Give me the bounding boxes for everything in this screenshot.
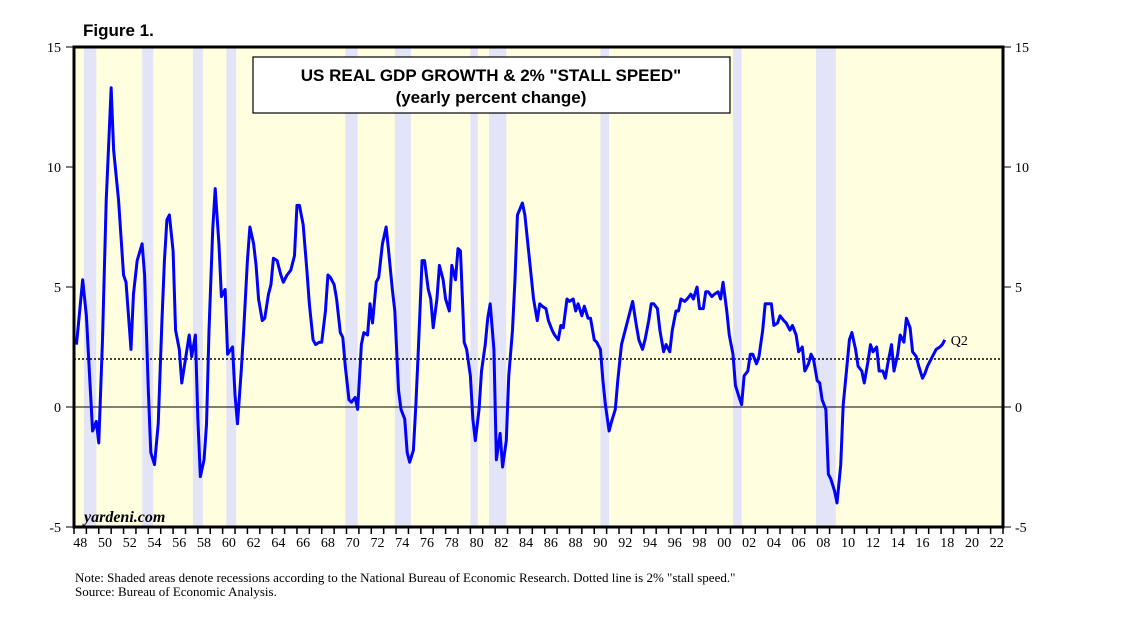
figure-label: Figure 1. bbox=[83, 21, 154, 40]
x-tick-label: 72 bbox=[370, 536, 384, 551]
x-tick-label: 86 bbox=[544, 536, 558, 551]
x-tick-label: 48 bbox=[73, 536, 87, 551]
watermark: yardeni.com bbox=[82, 509, 165, 526]
source-text: Source: Bureau of Economic Analysis. bbox=[75, 584, 277, 599]
x-tick-label: 92 bbox=[618, 536, 632, 551]
y-tick-label-left: 10 bbox=[47, 161, 61, 176]
recession-band bbox=[345, 47, 358, 527]
x-tick-label: 94 bbox=[643, 536, 657, 551]
y-tick-label-right: -5 bbox=[1015, 521, 1027, 536]
x-tick-label: 78 bbox=[445, 536, 459, 551]
chart-title: US REAL GDP GROWTH & 2% "STALL SPEED" bbox=[301, 66, 681, 85]
recession-band bbox=[226, 47, 237, 527]
x-tick-label: 82 bbox=[494, 536, 508, 551]
x-tick-label: 20 bbox=[965, 536, 979, 551]
x-tick-label: 58 bbox=[197, 536, 211, 551]
x-tick-label: 88 bbox=[569, 536, 583, 551]
x-tick-label: 68 bbox=[321, 536, 335, 551]
recession-band bbox=[732, 47, 742, 527]
plot-background bbox=[74, 47, 1003, 527]
x-tick-label: 18 bbox=[940, 536, 954, 551]
x-tick-label: 52 bbox=[123, 536, 137, 551]
x-tick-label: 96 bbox=[668, 536, 682, 551]
gdp-growth-line bbox=[74, 86, 947, 505]
end-label: Q2 bbox=[951, 334, 968, 349]
y-tick-label-left: 5 bbox=[54, 281, 61, 296]
x-tick-label: 08 bbox=[816, 536, 830, 551]
recession-band bbox=[815, 47, 836, 527]
x-tick-label: 74 bbox=[395, 536, 409, 551]
x-tick-label: 84 bbox=[519, 536, 533, 551]
y-tick-label-left: -5 bbox=[49, 521, 61, 536]
x-tick-label: 64 bbox=[271, 536, 285, 551]
recession-band bbox=[600, 47, 610, 527]
recession-band bbox=[142, 47, 154, 527]
x-tick-label: 56 bbox=[172, 536, 186, 551]
x-tick-label: 04 bbox=[767, 536, 781, 551]
x-tick-label: 22 bbox=[990, 536, 1004, 551]
x-tick-label: 10 bbox=[841, 536, 855, 551]
x-tick-label: 98 bbox=[693, 536, 707, 551]
plot-frame bbox=[72, 45, 1005, 529]
recession-band bbox=[470, 47, 478, 527]
x-tick-label: 14 bbox=[891, 536, 905, 551]
x-tick-label: 60 bbox=[222, 536, 236, 551]
recession-band bbox=[192, 47, 203, 527]
x-tick-label: 02 bbox=[742, 536, 756, 551]
y-tick-label-right: 10 bbox=[1015, 161, 1029, 176]
title-box bbox=[252, 56, 731, 114]
y-tick-label-right: 5 bbox=[1015, 281, 1022, 296]
x-tick-label: 12 bbox=[866, 536, 880, 551]
y-tick-label-right: 0 bbox=[1015, 401, 1022, 416]
note-text: Note: Shaded areas denote recessions acc… bbox=[75, 570, 735, 585]
x-tick-label: 06 bbox=[792, 536, 806, 551]
x-tick-label: 70 bbox=[346, 536, 360, 551]
y-tick-label-left: 15 bbox=[47, 41, 61, 56]
y-tick-label-left: 0 bbox=[54, 401, 61, 416]
chart-subtitle: (yearly percent change) bbox=[396, 88, 587, 107]
x-tick-label: 50 bbox=[98, 536, 112, 551]
recession-band bbox=[83, 47, 97, 527]
x-tick-label: 00 bbox=[717, 536, 731, 551]
x-tick-label: 62 bbox=[247, 536, 261, 551]
x-tick-label: 54 bbox=[148, 536, 162, 551]
x-tick-label: 66 bbox=[296, 536, 310, 551]
x-tick-label: 90 bbox=[593, 536, 607, 551]
x-tick-label: 76 bbox=[420, 536, 434, 551]
x-tick-label: 80 bbox=[470, 536, 484, 551]
y-tick-label-right: 15 bbox=[1015, 41, 1029, 56]
x-tick-label: 16 bbox=[915, 536, 929, 551]
